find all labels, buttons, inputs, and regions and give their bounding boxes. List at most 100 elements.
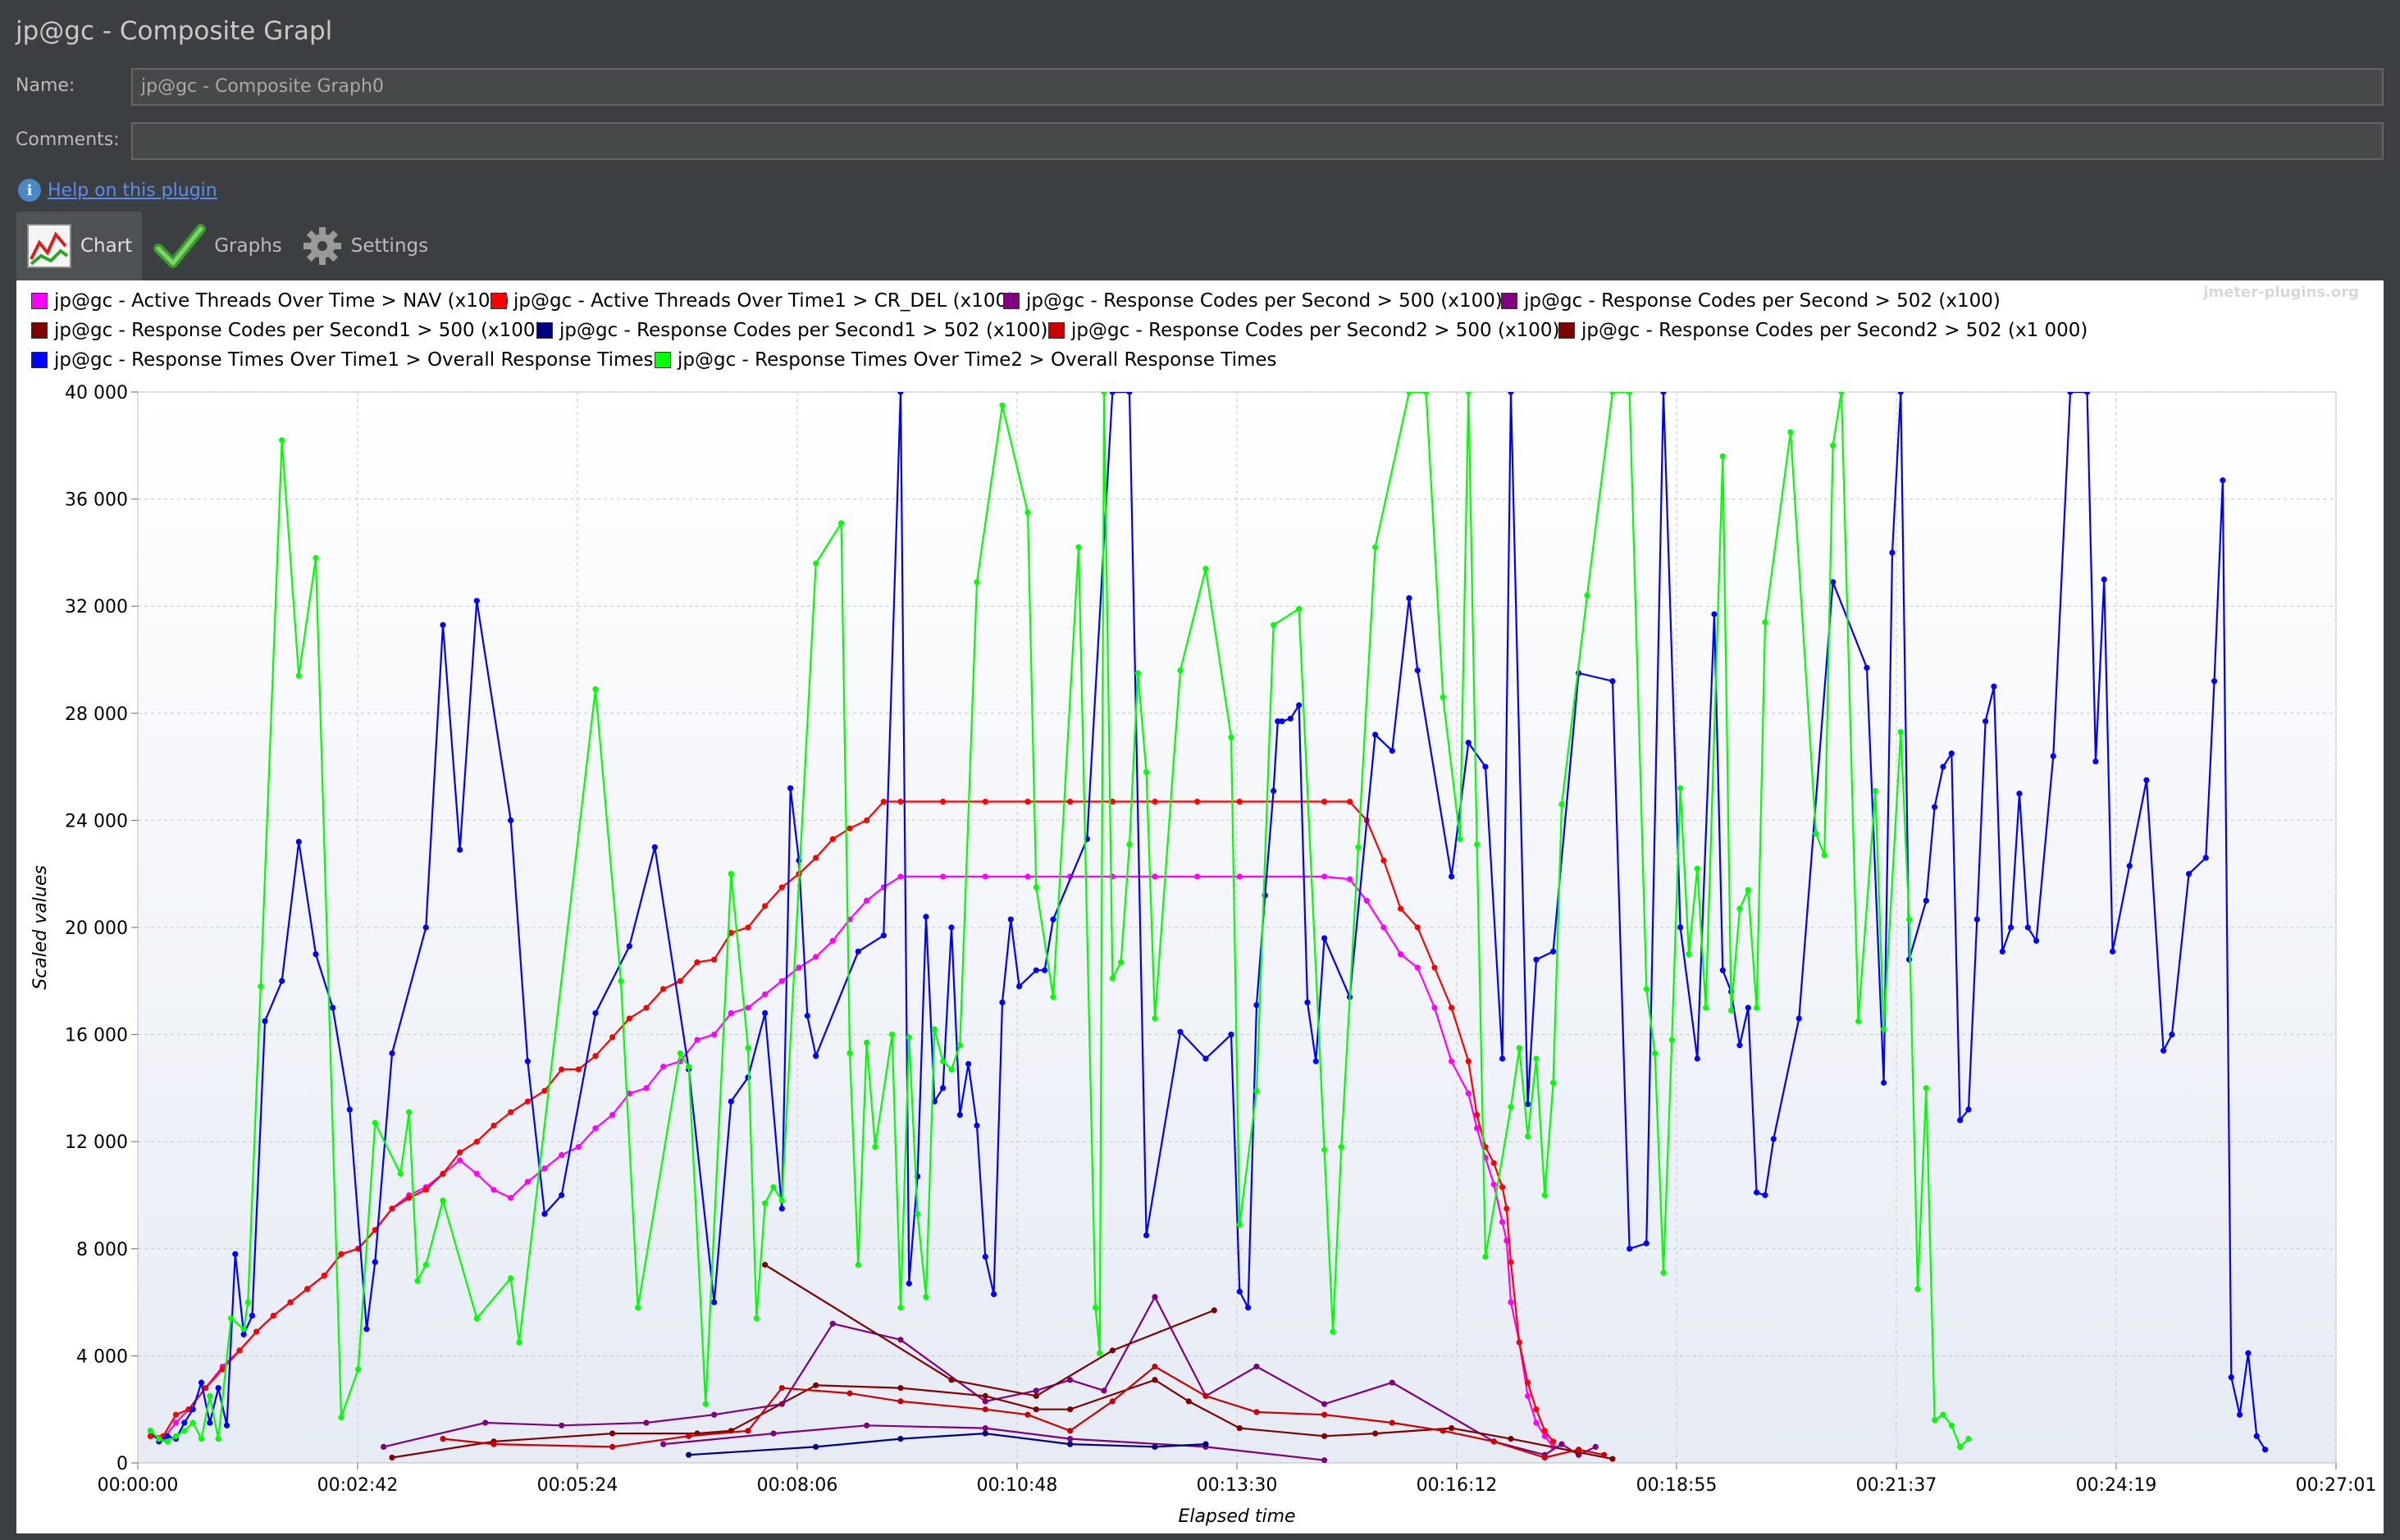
tab-settings-label: Settings	[350, 235, 429, 257]
data-point	[1033, 1387, 1039, 1394]
data-point	[711, 1411, 718, 1418]
data-point	[660, 1441, 667, 1447]
data-point	[164, 1433, 171, 1439]
data-point	[1431, 964, 1438, 971]
data-point	[524, 1058, 531, 1064]
data-point	[1558, 801, 1565, 808]
data-point	[1728, 1007, 1735, 1014]
data-point	[711, 1032, 718, 1038]
data-point	[1643, 1240, 1649, 1246]
data-point	[164, 1438, 171, 1445]
data-point	[422, 1187, 429, 1193]
data-point	[1795, 1015, 1802, 1022]
data-point	[897, 1305, 904, 1311]
data-point	[1271, 787, 1277, 795]
data-point	[1236, 1424, 1243, 1432]
data-point	[982, 1392, 988, 1399]
data-point	[686, 1451, 692, 1458]
data-point	[1406, 392, 1412, 395]
data-point	[1940, 1411, 1946, 1418]
series-9	[147, 392, 1972, 1451]
data-point	[686, 1064, 692, 1070]
data-point	[982, 798, 988, 805]
data-point	[338, 1414, 344, 1421]
legend-label: jp@gc - Response Codes per Second1 > 502…	[559, 320, 1048, 341]
name-field[interactable]: jp@gc - Composite Graph0	[131, 68, 2384, 106]
data-point	[1118, 959, 1125, 966]
x-tick-label: 00:27:01	[2296, 1475, 2377, 1496]
data-point	[897, 1337, 904, 1343]
data-point	[1321, 1146, 1328, 1153]
tab-settings[interactable]: Settings	[292, 212, 438, 280]
series-8	[147, 392, 2269, 1453]
legend-swatch	[1558, 322, 1575, 339]
data-point	[1719, 453, 1726, 459]
comments-field[interactable]	[131, 122, 2384, 160]
name-label: Name:	[16, 75, 75, 96]
data-point	[1601, 1451, 1608, 1458]
data-point	[804, 1013, 810, 1019]
data-point	[880, 932, 887, 939]
data-point	[1541, 1428, 1548, 1434]
data-point	[2067, 392, 2074, 395]
data-point	[457, 1157, 463, 1164]
data-point	[745, 1428, 751, 1434]
data-point	[279, 437, 285, 444]
data-point	[304, 1286, 311, 1292]
data-point	[1024, 1411, 1031, 1418]
data-point	[2169, 1032, 2175, 1038]
data-point	[1474, 1111, 1481, 1119]
data-point	[796, 964, 802, 971]
data-point	[753, 1315, 760, 1322]
data-point	[1271, 622, 1277, 628]
data-point	[1703, 1005, 1709, 1011]
data-point	[1770, 1136, 1777, 1142]
series-line	[150, 800, 1554, 1442]
legend-item: jp@gc - Active Threads Over Time1 > CR_D…	[490, 290, 1015, 312]
data-point	[440, 622, 446, 628]
tab-graphs[interactable]: Graphs	[142, 212, 292, 280]
data-point	[956, 1042, 963, 1049]
help-link[interactable]: Help on this plugin	[48, 180, 217, 201]
data-point	[1245, 1305, 1252, 1311]
data-point	[473, 1138, 480, 1145]
data-point	[1431, 1005, 1438, 1011]
data-point	[846, 1390, 853, 1396]
legend-swatch	[655, 352, 671, 368]
data-point	[864, 1039, 870, 1046]
data-point	[609, 1430, 616, 1437]
data-point	[1236, 873, 1243, 880]
data-point	[1627, 392, 1633, 395]
data-point	[686, 1433, 692, 1439]
data-point	[1533, 956, 1540, 963]
data-point	[1660, 1269, 1667, 1276]
data-point	[948, 1377, 955, 1383]
data-point	[1321, 1411, 1328, 1418]
data-point	[1999, 948, 2005, 955]
data-point	[524, 1098, 531, 1105]
legend-swatch	[1501, 293, 1517, 309]
data-point	[770, 1430, 777, 1437]
data-point	[244, 1299, 251, 1305]
data-point	[1296, 605, 1303, 613]
data-point	[1541, 1433, 1548, 1439]
tab-chart[interactable]: Chart	[16, 212, 143, 280]
y-tick-label: 32 000	[65, 597, 128, 617]
data-point	[1660, 392, 1667, 395]
data-point	[1940, 763, 1946, 770]
data-point	[372, 1119, 378, 1126]
data-point	[240, 1331, 247, 1337]
data-point	[1143, 769, 1150, 776]
window-title: jp@gc - Composite Grapl	[16, 16, 333, 46]
data-point	[1550, 948, 1557, 955]
data-point	[1372, 731, 1379, 738]
data-point	[897, 1384, 904, 1392]
data-point	[651, 844, 658, 850]
data-point	[147, 1433, 154, 1439]
data-point	[745, 1005, 751, 1011]
data-point	[207, 1392, 213, 1399]
data-point	[2253, 1433, 2260, 1439]
data-point	[541, 1210, 548, 1217]
data-point	[846, 825, 853, 832]
data-point	[490, 1123, 497, 1129]
